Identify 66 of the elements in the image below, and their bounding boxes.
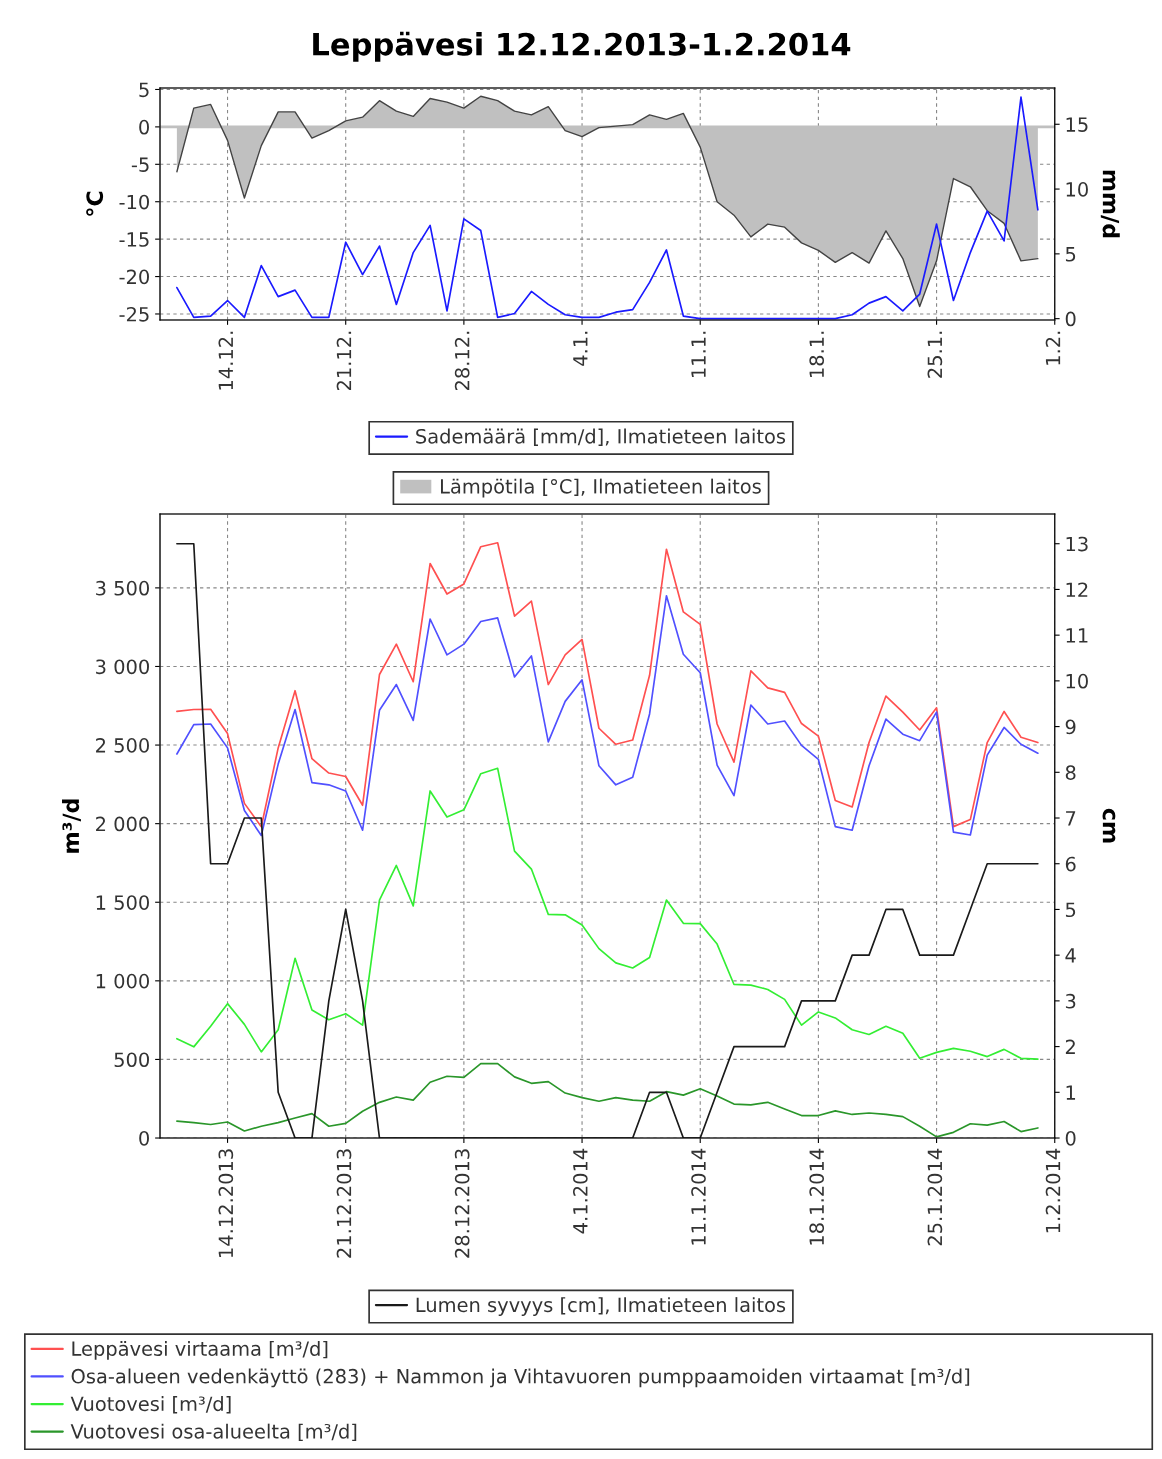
line-series (176, 541, 1039, 828)
y2-tick-label: 6 (1065, 856, 1076, 872)
x-tick-label: 11.1.2014 (691, 1148, 706, 1245)
x-tick-label: 25.1. (927, 331, 943, 378)
y2-tick-label: 5 (1065, 902, 1076, 918)
y-tick-label: 5 (139, 82, 149, 98)
y2-axis-title: cm (1102, 808, 1116, 843)
y-axis-title: °C (86, 191, 104, 216)
x-tick-label: 25.1.2014 (927, 1148, 943, 1246)
x-tick-label: 11.1. (691, 331, 706, 378)
y-tick-label: 0 (139, 119, 149, 135)
y-tick-label: -15 (119, 232, 149, 247)
x-tick-label: 1.2.2014 (1045, 1148, 1061, 1233)
legend-label: Lämpötila [°C], Ilmatieteen laitos (441, 478, 761, 498)
chart-title: Leppävesi 12.12.2013-1.2.2014 (313, 31, 851, 62)
legend-label: Osa-alueen vedenkäyttö (283) + Nammon ja Vihtavuoren pumppaamoiden virtaamat [m³/d] (71, 1368, 970, 1388)
y-tick-label: 3 000 (96, 659, 149, 675)
y-tick-label: -25 (119, 306, 149, 322)
line-series (176, 542, 1039, 1139)
x-tick-label: 1.2. (1045, 331, 1061, 365)
y-tick-label: -10 (119, 194, 149, 210)
x-tick-label: 4.1.2014 (572, 1148, 588, 1234)
y-tick-label: 0 (139, 1130, 149, 1146)
y-tick-label: -5 (131, 157, 149, 172)
y-axis-title: m³/d (62, 799, 81, 853)
y-tick-label: 2 500 (96, 738, 149, 753)
x-tick-label: 21.12. (336, 331, 352, 391)
line-series (176, 1062, 1039, 1138)
y2-tick-label: 2 (1065, 1039, 1075, 1054)
x-tick-label: 28.12. (454, 331, 470, 391)
y2-axis-title: mm/d (1100, 170, 1120, 238)
y-tick-label: 3 500 (96, 580, 149, 596)
legend-label: Vuotovesi [m³/d] (70, 1396, 231, 1414)
x-tick-label: 14.12. (218, 331, 233, 390)
y2-tick-label: 11 (1066, 628, 1088, 643)
y-tick-label: 2 000 (96, 816, 149, 832)
y2-tick-label: 9 (1065, 719, 1076, 735)
y2-tick-label: 7 (1066, 811, 1076, 826)
legend-label: Lumen syvyys [cm], Ilmatieteen laitos (416, 1297, 786, 1316)
line-series (176, 594, 1039, 837)
y-tick-label: -20 (119, 269, 149, 285)
line-series (176, 767, 1039, 1060)
x-tick-label: 4.1. (573, 331, 588, 366)
y-tick-label: 1 000 (96, 973, 149, 989)
y2-tick-label: 13 (1066, 536, 1088, 552)
y2-tick-label: 10 (1066, 673, 1088, 689)
y2-tick-label: 12 (1066, 582, 1088, 597)
y2-tick-label: 4 (1065, 948, 1076, 963)
y-tick-label: 500 (114, 1052, 149, 1068)
y2-tick-label: 10 (1066, 182, 1088, 197)
y2-tick-label: 0 (1065, 311, 1076, 327)
x-tick-label: 18.1. (809, 331, 825, 378)
legend-label: Leppävesi virtaama [m³/d] (72, 1340, 328, 1360)
y2-tick-label: 3 (1065, 993, 1076, 1009)
legend-label: Vuotovesi osa-alueelta [m³/d] (70, 1423, 357, 1441)
y2-tick-label: 5 (1065, 247, 1076, 262)
x-tick-label: 14.12.2013 (218, 1149, 234, 1257)
x-tick-label: 28.12.2013 (454, 1149, 470, 1258)
y-tick-label: 1 500 (96, 895, 149, 910)
y2-tick-label: 0 (1065, 1130, 1076, 1146)
y2-tick-label: 15 (1066, 117, 1088, 132)
x-tick-label: 21.12.2013 (336, 1149, 352, 1258)
y2-tick-label: 1 (1066, 1085, 1076, 1100)
y2-tick-label: 8 (1065, 765, 1076, 780)
legend-label: Sademäärä [mm/d], Ilmatieteen laitos (416, 428, 786, 446)
x-tick-label: 18.1.2014 (809, 1148, 825, 1245)
